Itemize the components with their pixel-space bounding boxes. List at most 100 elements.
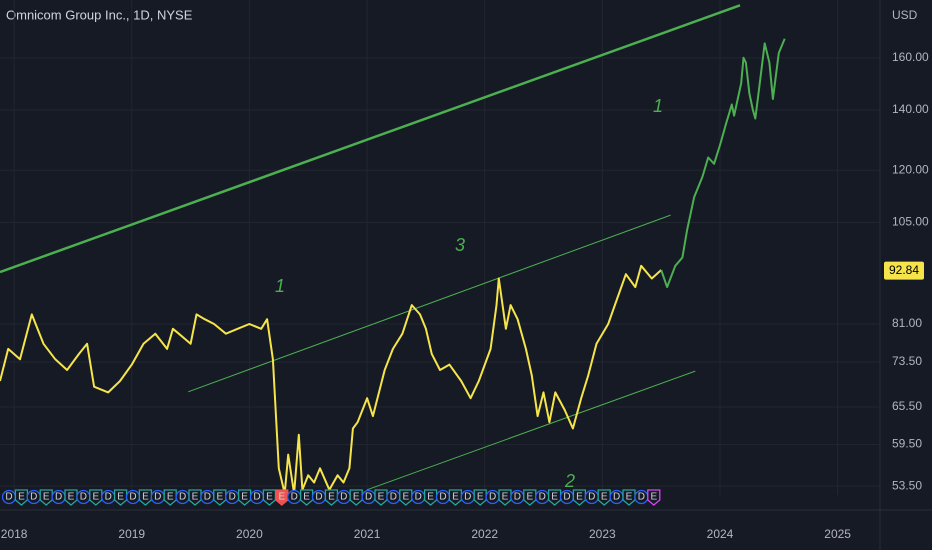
event-label: E [92,492,99,503]
event-label: E [117,492,124,503]
event-label: D [340,492,347,503]
event-label: D [30,492,37,503]
event-icon [423,489,438,506]
event-label: D [229,492,236,503]
event-label: E [266,492,273,503]
y-tick-label: 53.50 [892,478,922,492]
chart-title: Omnicom Group Inc., 1D, NYSE [6,7,193,22]
event-label: E [378,492,385,503]
event-label: E [278,492,285,503]
event-icon [473,489,487,506]
event-label: D [365,492,372,503]
y-tick-label: 120.00 [892,162,929,176]
event-label: D [390,492,397,503]
event-label: D [613,492,620,503]
event-label: E [167,492,174,503]
event-icon [299,489,314,506]
y-tick-label: 65.50 [892,399,922,413]
annotation: 1 [653,96,663,116]
x-tick-label: 2022 [471,527,498,541]
event-icon [597,489,611,506]
event-label: E [402,492,409,503]
event-icon [547,489,562,506]
event-icon [262,489,277,506]
event-label: D [129,492,136,503]
event-label: D [179,492,186,503]
event-icon [237,489,252,506]
event-icon [647,489,661,506]
trend-line [366,370,696,491]
event-icon [622,489,636,506]
event-icon [572,489,587,506]
annotation: 1 [275,276,285,296]
event-label: E [626,492,633,503]
y-tick-label: 105.00 [892,215,929,229]
event-label: E [328,492,335,503]
x-tick-label: 2020 [236,527,263,541]
event-icon [113,489,128,506]
event-icon [163,489,177,506]
event-label: D [638,492,645,503]
event-label: D [539,492,546,503]
y-axis-label: USD [892,8,918,22]
event-label: E [526,492,533,503]
event-icon [14,489,29,506]
event-icon [523,489,537,506]
price-tag [884,261,924,280]
event-label: E [576,492,583,503]
event-icon [64,489,78,506]
event-label: E [68,492,75,503]
event-icon [89,489,103,506]
event-label: E [551,492,558,503]
event-label: E [192,492,199,503]
event-icon [448,489,463,506]
event-label: E [502,492,509,503]
event-label: D [291,492,298,503]
event-icon [399,489,413,506]
event-label: D [514,492,521,503]
y-tick-label: 73.50 [892,354,922,368]
event-label: D [315,492,322,503]
event-label: D [105,492,112,503]
event-label: E [43,492,50,503]
event-label: D [5,492,12,503]
event-label: D [563,492,570,503]
y-tick-label: 81.00 [892,316,922,330]
event-label: E [452,492,459,503]
event-label: E [216,492,223,503]
annotation: 3 [455,235,465,255]
event-label: D [55,492,62,503]
price-line [0,264,662,495]
event-icon [498,489,512,506]
trend-line [0,4,741,274]
event-label: D [439,492,446,503]
event-icon [324,489,339,506]
event-label: E [650,492,657,503]
price-tag-label: 92.84 [889,263,919,277]
x-tick-label: 2023 [589,527,616,541]
x-tick-label: 2024 [707,527,734,541]
price-line [660,38,786,289]
x-tick-label: 2018 [1,527,28,541]
event-label: D [489,492,496,503]
event-label: E [601,492,608,503]
x-tick-label: 2021 [354,527,381,541]
event-label: E [477,492,484,503]
y-tick-label: 59.50 [892,437,922,451]
event-label: E [427,492,434,503]
event-icon [349,489,363,506]
y-tick-label: 160.00 [892,50,929,64]
x-tick-label: 2019 [118,527,145,541]
event-label: D [588,492,595,503]
annotation: 2 [564,471,575,491]
event-label: D [253,492,260,503]
event-label: E [353,492,360,503]
event-icon [275,489,289,506]
event-label: D [204,492,211,503]
event-label: D [80,492,87,503]
event-icon [374,489,388,506]
event-icon [138,489,153,506]
